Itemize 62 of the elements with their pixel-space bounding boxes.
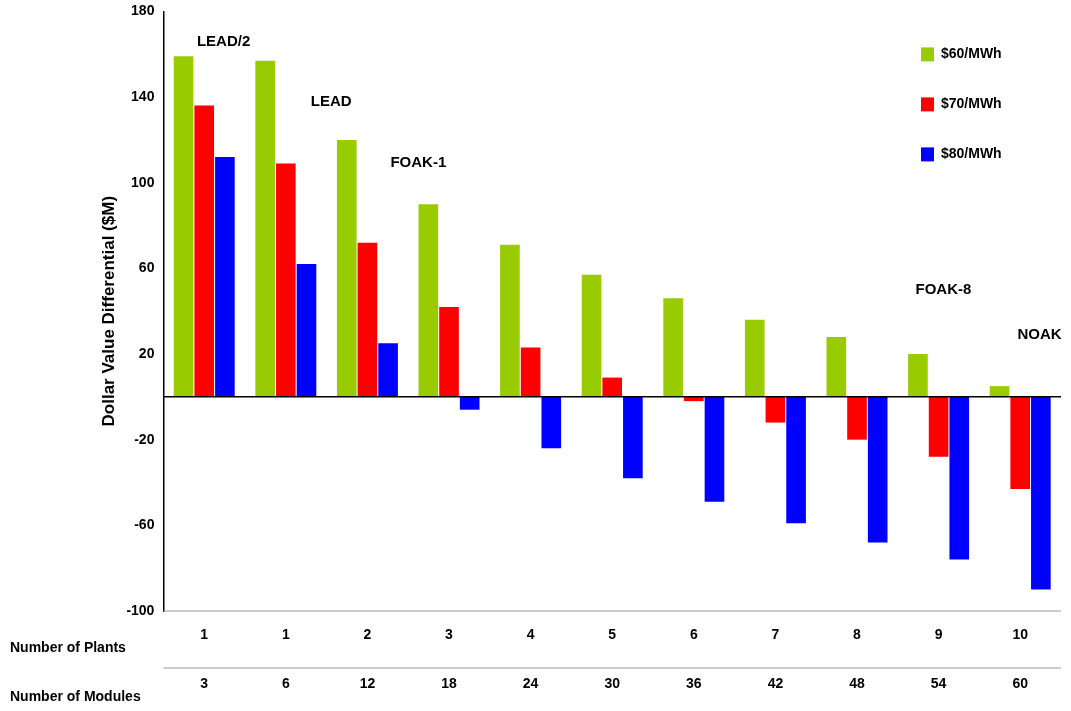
bar xyxy=(1010,396,1031,489)
bar xyxy=(357,242,378,397)
category-label: 10 60 xyxy=(1012,626,1028,692)
bar xyxy=(847,396,867,440)
legend-label: $70/MWh xyxy=(941,95,1002,112)
category-label: 2 12 xyxy=(359,626,376,692)
bar xyxy=(704,396,725,502)
y-tick-label: 100 xyxy=(131,173,155,190)
annotation: NOAK xyxy=(1017,324,1062,342)
bar xyxy=(786,396,806,524)
bar xyxy=(908,354,928,397)
bar xyxy=(520,347,541,397)
bar xyxy=(336,139,357,397)
bar xyxy=(663,298,683,397)
y-tick-label: 20 xyxy=(138,344,155,361)
legend-label: $60/MWh xyxy=(941,45,1002,62)
category-label: 8 48 xyxy=(849,626,865,692)
category-label: 6 36 xyxy=(686,626,702,692)
category-label: 1 6 xyxy=(281,626,290,692)
bar xyxy=(418,204,439,397)
y-tick-label: 140 xyxy=(131,87,155,104)
text: Number of Modules xyxy=(10,687,141,704)
category-label: 3 18 xyxy=(441,626,457,692)
bar xyxy=(765,396,786,423)
annotation: FOAK-1 xyxy=(390,152,447,170)
annotation: LEAD/2 xyxy=(196,31,251,49)
bar xyxy=(541,396,562,449)
bar xyxy=(173,56,194,397)
legend-label: $80/MWh xyxy=(941,145,1002,162)
bar xyxy=(276,163,296,397)
category-label: 7 42 xyxy=(767,626,784,692)
y-tick-label: 180 xyxy=(131,2,155,19)
bar xyxy=(1031,396,1051,590)
y-axis-title: Dollar Value Differential ($M) xyxy=(98,195,118,427)
bar xyxy=(602,377,623,397)
category-label: 4 24 xyxy=(522,626,539,692)
category-label: 1 3 xyxy=(200,626,209,692)
y-tick-label: 60 xyxy=(138,259,155,276)
bar xyxy=(623,396,643,479)
bar xyxy=(459,396,480,410)
annotation: FOAK-8 xyxy=(915,280,972,298)
category-label: 5 30 xyxy=(604,626,620,692)
text: Number of Plants xyxy=(10,638,127,655)
y-tick-label: -60 xyxy=(134,516,155,533)
category-label: 9 54 xyxy=(930,626,947,692)
bar xyxy=(989,386,1010,397)
bar xyxy=(867,396,888,543)
bar xyxy=(949,396,970,560)
bar xyxy=(826,336,847,397)
bar xyxy=(215,157,235,397)
bar xyxy=(744,319,765,397)
bar xyxy=(500,244,520,397)
bar xyxy=(255,60,275,397)
annotation: LEAD xyxy=(310,92,352,110)
y-tick-label: -20 xyxy=(134,430,155,447)
y-tick-label: -100 xyxy=(126,601,155,618)
bar xyxy=(378,343,398,397)
bar xyxy=(581,274,602,397)
bar xyxy=(194,105,215,397)
bar xyxy=(928,396,949,457)
bar xyxy=(439,306,459,397)
bar xyxy=(296,264,317,397)
